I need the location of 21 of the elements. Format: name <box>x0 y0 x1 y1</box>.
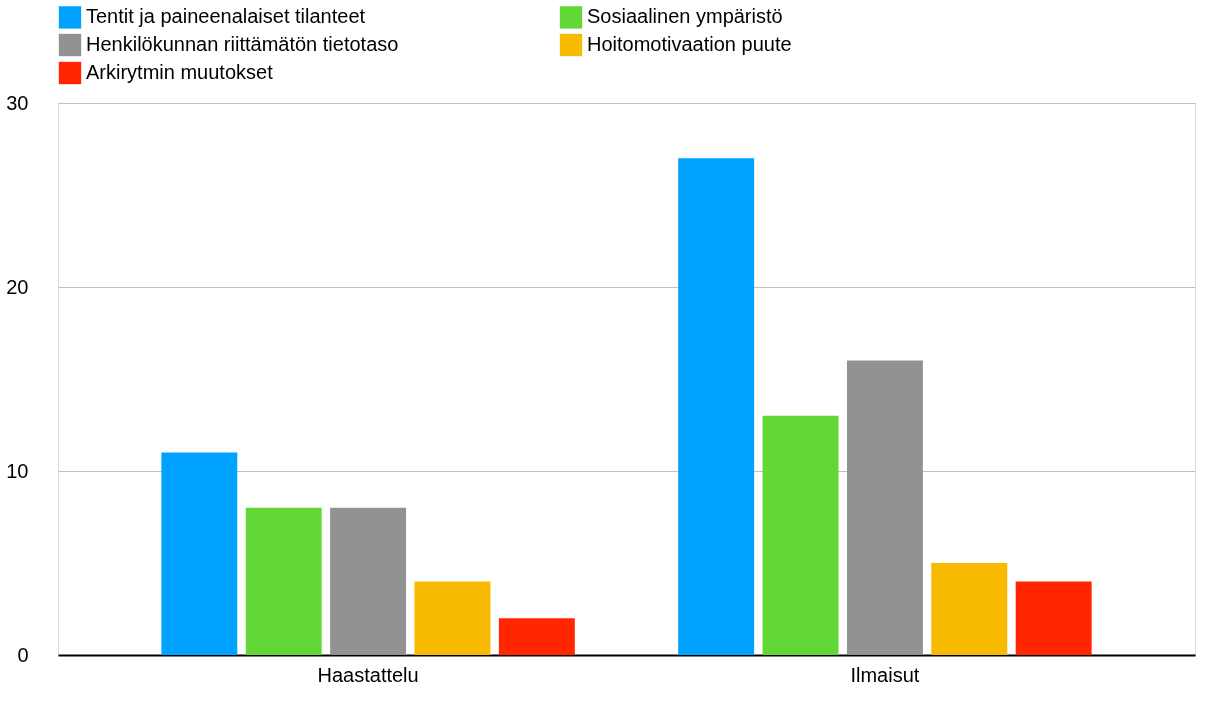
y-tick-label: 20 <box>6 275 29 298</box>
bar <box>414 581 491 655</box>
bar <box>678 158 755 655</box>
legend-label: Arkirytmin muutokset <box>86 61 274 83</box>
legend-label: Henkilökunnan riittämätön tietotaso <box>86 33 399 55</box>
bar <box>245 507 322 655</box>
legend-label: Sosiaalinen ympäristö <box>587 5 783 28</box>
bar <box>161 452 238 655</box>
x-tick-label: Haastattelu <box>317 663 419 686</box>
x-tick-label: Ilmaisut <box>850 663 920 686</box>
bar <box>330 507 407 655</box>
bar <box>931 563 1008 655</box>
y-tick-label: 30 <box>6 91 29 114</box>
bar <box>846 360 923 655</box>
bar <box>498 618 575 655</box>
y-tick-label: 10 <box>6 459 29 482</box>
bar <box>762 415 839 655</box>
y-tick-label: 0 <box>17 643 29 666</box>
legend-label: Tentit ja paineenalaiset tilanteet <box>86 5 366 28</box>
bar <box>1015 581 1092 655</box>
legend-label: Hoitomotivaation puute <box>587 33 792 55</box>
